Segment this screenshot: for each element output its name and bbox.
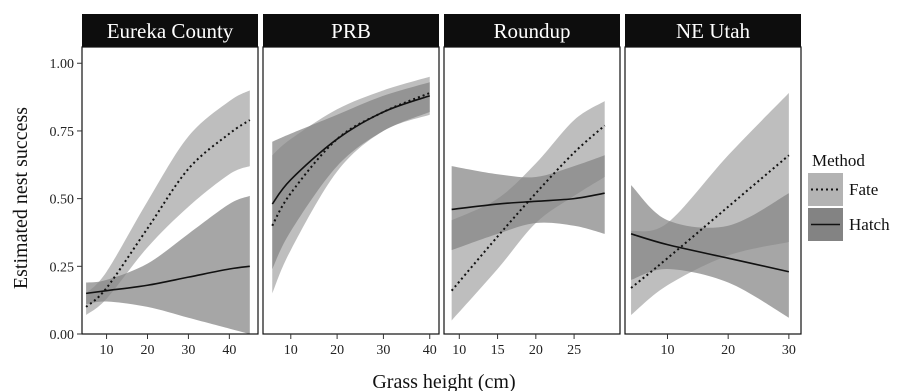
legend-item-fate: Fate: [808, 173, 878, 206]
y-tick-label: 0.25: [50, 260, 75, 275]
panel-strip: [263, 14, 439, 47]
x-tick-label: 20: [140, 343, 154, 358]
legend-title: Method: [812, 151, 865, 170]
legend-label: Hatch: [849, 215, 890, 234]
x-tick-label: 10: [100, 343, 114, 358]
x-tick-label: 30: [376, 343, 390, 358]
x-tick-label: 20: [529, 343, 543, 358]
x-tick-label: 20: [721, 343, 735, 358]
ci-band-hatch: [86, 195, 250, 334]
x-tick-label: 40: [222, 343, 236, 358]
series-line-fate: [630, 154, 790, 289]
series-line-hatch: [271, 94, 431, 205]
y-tick-label: 0.00: [50, 328, 75, 343]
x-tick-label: 30: [782, 343, 796, 358]
panel-title: Roundup: [493, 19, 570, 43]
ci-band-hatch: [272, 82, 430, 270]
panel-title: PRB: [331, 19, 371, 43]
panel-strip: [82, 14, 258, 47]
x-tick-label: 25: [567, 343, 581, 358]
x-tick-label: 30: [181, 343, 195, 358]
y-tick-label: 0.50: [50, 193, 75, 208]
panel-border: [443, 46, 621, 335]
panel-strip: [444, 14, 620, 47]
legend-item-hatch: Hatch: [808, 208, 890, 241]
panel-ne-utah: NE Utah 10 20 30: [624, 14, 802, 358]
panel-border: [624, 46, 802, 335]
panel-roundup: Roundup 10 15 20 25: [443, 14, 621, 358]
x-tick-label: 40: [423, 343, 437, 358]
x-axis-title: Grass height (cm): [372, 371, 515, 391]
y-axis-title: Estimated nest success: [10, 107, 32, 289]
y-tick-label: 0.75: [50, 125, 75, 140]
panel-title: NE Utah: [676, 19, 751, 43]
panel-eureka-county: Eureka County 10 20 30 40 0.00 0.25 0.50 0.75 1.0…: [50, 14, 259, 358]
series-line-fate: [85, 119, 251, 308]
y-tick-label: 1.00: [50, 57, 75, 72]
x-tick-label: 10: [284, 343, 298, 358]
panel-plot-area: [271, 76, 431, 294]
panel-title: Eureka County: [107, 19, 234, 43]
panel-plot-area: [450, 101, 606, 321]
panel-strip: [625, 14, 801, 47]
series-line-hatch: [451, 192, 605, 211]
x-tick-label: 10: [660, 343, 674, 358]
panel-plot-area: [630, 93, 790, 318]
series-line-hatch: [85, 265, 250, 295]
legend-label: Fate: [849, 180, 878, 199]
x-tick-label: 10: [452, 343, 466, 358]
panel-border: [262, 46, 440, 335]
panel-border: [81, 46, 259, 335]
ci-band-hatch: [631, 185, 789, 318]
panel-plot-area: [85, 90, 251, 334]
ci-band-fate: [86, 90, 250, 316]
x-tick-label: 20: [330, 343, 344, 358]
panel-prb: PRB 10 20 30 40: [262, 14, 440, 358]
x-tick-label: 15: [491, 343, 505, 358]
series-line-hatch: [630, 233, 790, 273]
legend: Method Fate Hatch: [808, 151, 890, 241]
